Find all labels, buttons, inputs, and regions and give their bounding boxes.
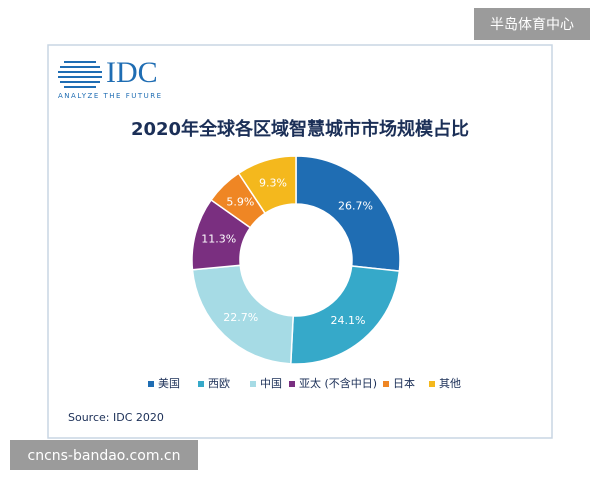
- slice: [295, 155, 401, 272]
- value-label: 26.7%: [338, 200, 373, 213]
- legend-swatch: [429, 381, 435, 387]
- slice: [237, 155, 297, 215]
- slice: [289, 265, 401, 365]
- donut: 26.7% 24.1% 22.7% 11.3% 5.9% 9.3%: [191, 155, 401, 365]
- legend-label: 西欧: [208, 377, 230, 390]
- legend-swatch: [250, 381, 256, 387]
- source: Source: IDC 2020: [68, 411, 164, 424]
- logo-tagline: ANALYZE THE FUTURE: [58, 92, 163, 100]
- legend-swatch: [383, 381, 389, 387]
- watermark: cncns-bandao.com.cn: [28, 448, 181, 464]
- watermark: 半岛体育中心: [490, 17, 574, 33]
- logo: IDC ANALYZE THE FUTURE: [58, 56, 163, 100]
- card: [47, 44, 553, 439]
- value-label: 24.1%: [330, 314, 365, 327]
- legend-swatch: [289, 381, 295, 387]
- legend-label: 日本: [393, 376, 415, 390]
- legend-label: 中国: [260, 377, 282, 390]
- chart-title: 2020年全球各区域智慧城市市场规模占比: [131, 118, 469, 140]
- watermark-box: [10, 440, 198, 470]
- legend-swatch: [148, 381, 154, 387]
- legend-label: 其他: [439, 377, 461, 390]
- watermark-box: [474, 8, 590, 40]
- value-label: 5.9%: [226, 196, 254, 209]
- value-label: 11.3%: [201, 232, 236, 245]
- legend-swatch: [198, 381, 204, 387]
- legend-label: 亚太 (不含中日): [299, 376, 377, 390]
- logo-text: IDC: [106, 56, 158, 89]
- legend: 美国 西欧 中国 亚太 (不含中日) 日本 其他: [148, 376, 461, 390]
- logo-globe: [58, 61, 102, 88]
- value-label: 9.3%: [259, 176, 287, 189]
- slice: [191, 264, 294, 365]
- legend-label: 美国: [158, 377, 180, 390]
- value-label: 22.7%: [223, 311, 258, 324]
